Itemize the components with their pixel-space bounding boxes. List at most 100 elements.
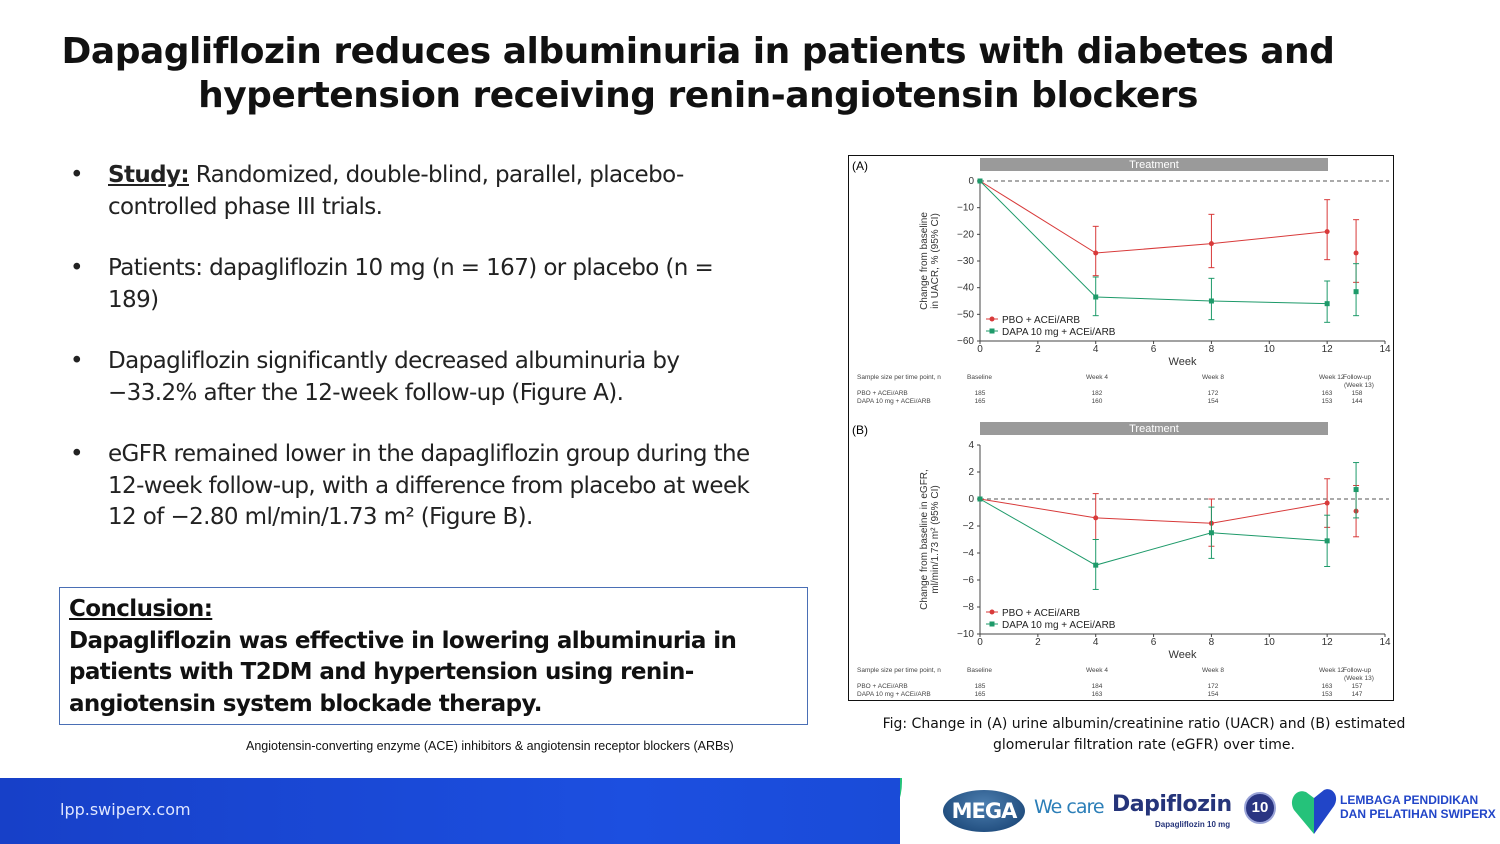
sample-size-column: Week 12 [1319, 667, 1345, 674]
sample-size-value: 172 [1208, 683, 1219, 690]
sample-size-value: 147 [1352, 691, 1363, 698]
y-tick-label: 2 [968, 467, 974, 478]
bullet-albuminuria: • Dapagliflozin significantly decreased … [70, 346, 760, 409]
sample-size-column: Week 12 [1319, 374, 1345, 381]
panel-label: (A) [852, 159, 868, 173]
x-tick-label: 0 [977, 344, 983, 355]
sample-size-column: Week 8 [1202, 667, 1224, 674]
treatment-label: Treatment [1129, 159, 1179, 171]
sample-size-value: 172 [1208, 390, 1219, 397]
series-line-0 [979, 498, 1328, 524]
bullet-label: Study: [108, 162, 190, 188]
swiperx-heart-logo-icon [1291, 789, 1337, 834]
sample-size-column: Follow-up [1343, 374, 1372, 381]
x-tick-label: 14 [1379, 637, 1391, 648]
x-tick-label: 4 [1093, 637, 1099, 648]
x-tick-label: 14 [1379, 344, 1391, 355]
sample-size-value: 154 [1208, 398, 1219, 405]
bullet-text: Patients: dapagliflozin 10 mg (n = 167) … [108, 255, 714, 313]
sample-size-column: Week 4 [1086, 667, 1108, 674]
dapiflozin-logo: Dapiflozin [1112, 792, 1232, 817]
data-point [1093, 250, 1099, 256]
sample-size-value: 185 [975, 390, 986, 397]
sample-size-value: 184 [1092, 683, 1103, 690]
y-tick-label: −50 [957, 309, 974, 320]
legend-marker [989, 316, 995, 322]
data-point [1324, 301, 1330, 307]
y-tick-label: −30 [957, 256, 974, 267]
sample-size-value: 160 [1092, 398, 1103, 405]
y-tick-label: −40 [957, 283, 974, 294]
bullet-marker: • [70, 441, 84, 467]
data-point [1208, 241, 1214, 247]
y-tick-label: −10 [957, 203, 974, 214]
sample-size-label: Sample size per time point, n [857, 374, 941, 381]
y-tick-label: −4 [963, 548, 975, 559]
sample-size-value: 165 [975, 691, 986, 698]
bullet-text: Dapagliflozin significantly decreased al… [108, 348, 680, 406]
x-axis-label: Week [1169, 356, 1197, 368]
sample-size-column: Baseline [967, 374, 992, 381]
sample-size-value: 157 [1352, 683, 1363, 690]
bullet-list: • Study: Randomized, double-blind, paral… [70, 160, 760, 564]
treatment-label: Treatment [1129, 423, 1179, 435]
treatment-band [980, 158, 1328, 171]
x-tick-label: 10 [1264, 637, 1276, 648]
x-tick-label: 8 [1209, 637, 1215, 648]
sample-size-value: 185 [975, 683, 986, 690]
data-point [977, 178, 983, 184]
y-tick-label: 0 [968, 494, 974, 505]
y-axis-label: ml/min/1.73 m² (95% CI) [930, 485, 941, 593]
data-point [1324, 500, 1330, 506]
data-point [1324, 229, 1330, 235]
legend-marker [989, 609, 995, 615]
footer: lpp.swiperx.com MEGA We care Dapiflozin … [0, 778, 1500, 844]
x-tick-label: 0 [977, 637, 983, 648]
swiperx-org-name: LEMBAGA PENDIDIKAN DAN PELATIHAN SWIPERX [1340, 793, 1496, 821]
sample-size-value: 163 [1092, 691, 1103, 698]
treatment-band [980, 422, 1328, 435]
data-point [1353, 487, 1359, 493]
legend-label: DAPA 10 mg + ACEi/ARB [1002, 620, 1116, 631]
title-line-1: Dapagliflozin reduces albuminuria in pat… [61, 31, 1335, 72]
sample-size-value: 163 [1322, 683, 1333, 690]
figure-caption: Fig: Change in (A) urine albumin/creatin… [882, 716, 1406, 753]
bullet-marker: • [70, 255, 84, 281]
we-care-text: We care [1034, 796, 1105, 818]
y-tick-label: −60 [957, 336, 974, 347]
y-axis-label: Change from baseline [919, 212, 930, 310]
sample-size-column: Week 4 [1086, 374, 1108, 381]
legend-marker [989, 621, 995, 627]
sample-size-row-label: DAPA 10 mg + ACEi/ARB [857, 398, 931, 405]
sample-size-value: 182 [1092, 390, 1103, 397]
legend-label: DAPA 10 mg + ACEi/ARB [1002, 327, 1116, 338]
footer-bar [0, 778, 900, 844]
x-tick-label: 2 [1035, 344, 1041, 355]
sample-size-row-label: PBO + ACEi/ARB [857, 683, 908, 690]
conclusion-heading: Conclusion: [69, 596, 213, 622]
bullet-marker: • [70, 348, 84, 374]
slide-title: Dapagliflozin reduces albuminuria in pat… [40, 30, 1356, 118]
data-point [1208, 298, 1214, 304]
series-line-1 [979, 180, 1328, 305]
legend-label: PBO + ACEi/ARB [1002, 608, 1080, 619]
bullet-text: Randomized, double-blind, parallel, plac… [108, 162, 684, 220]
data-point [1093, 515, 1099, 521]
org-line-2: DAN PELATIHAN SWIPERX [1340, 807, 1496, 821]
y-axis-label: in UACR, % (95% CI) [930, 213, 941, 309]
footer-url[interactable]: lpp.swiperx.com [60, 800, 191, 819]
mega-logo: MEGA [943, 790, 1025, 832]
data-point [1093, 294, 1099, 300]
y-tick-label: −20 [957, 229, 974, 240]
sample-size-column: Baseline [967, 667, 992, 674]
x-axis-label: Week [1169, 649, 1197, 661]
x-tick-label: 10 [1264, 344, 1276, 355]
data-point [1353, 289, 1359, 295]
y-tick-label: 4 [968, 440, 974, 451]
sample-size-value: 144 [1352, 398, 1363, 405]
bullet-study: • Study: Randomized, double-blind, paral… [70, 160, 760, 223]
y-tick-label: 0 [968, 176, 974, 187]
sample-size-value: 154 [1208, 691, 1219, 698]
legend-marker [989, 328, 995, 334]
